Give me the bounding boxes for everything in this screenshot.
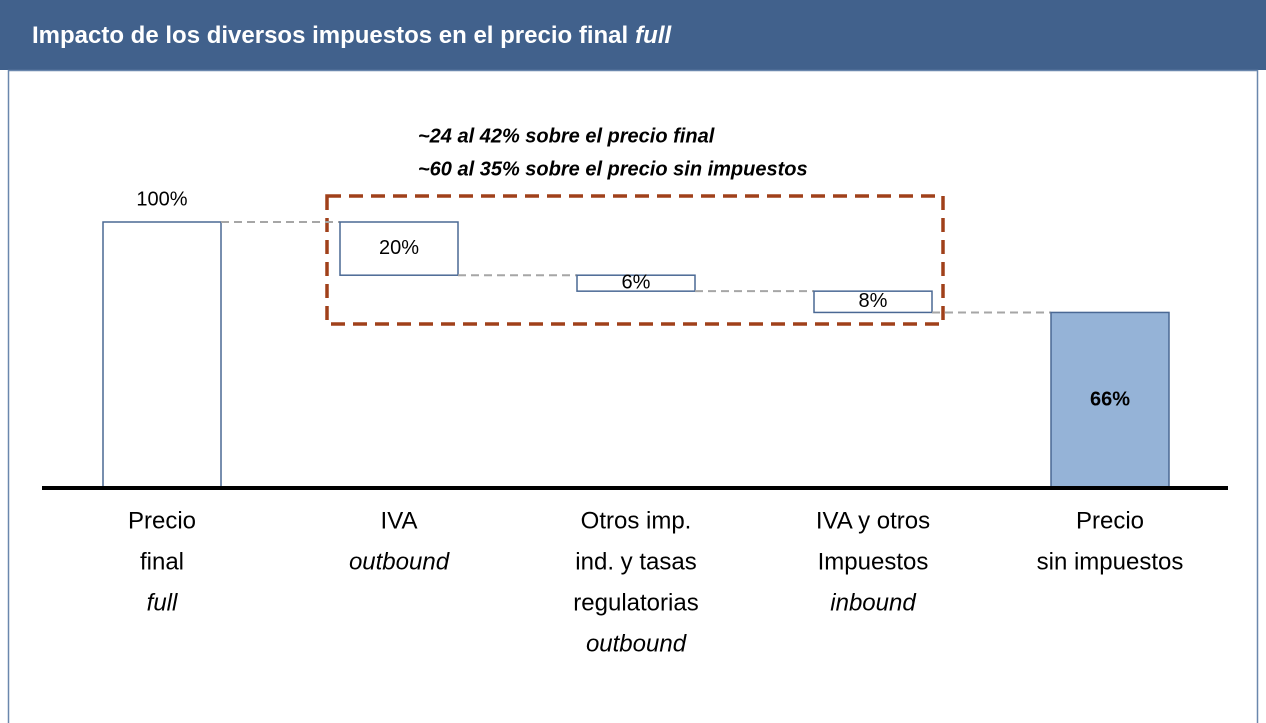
annotation: ~24 al 42% sobre el precio final [418,125,715,147]
x-tick-label: outbound [349,548,450,575]
value-label: 66% [1090,389,1130,411]
bar [339,221,459,276]
title-part: Impacto de los diversos impuestos en el … [32,22,628,49]
value-label: 20% [379,237,419,259]
x-tick-label: final [140,548,184,575]
x-tick-label: IVA y otros [816,507,930,534]
x-tick-label: outbound [586,630,687,657]
highlight-box [325,194,945,326]
x-tick-label: regulatorias [573,589,698,616]
title-part: full [635,22,672,49]
x-tick-label: Precio [1076,507,1144,534]
value-label: 6% [622,271,651,293]
x-tick-label: Precio [128,507,196,534]
chart-title: Impacto de los diversos impuestos en el … [32,22,672,49]
x-tick-label: inbound [830,589,916,616]
value-label: 100% [136,188,187,210]
bar [102,221,222,489]
x-tick-label: Otros imp. [581,507,692,534]
header-bar [0,0,1266,70]
x-tick-label: full [147,589,178,616]
x-tick-label: sin impuestos [1037,548,1184,575]
annotation: ~60 al 35% sobre el precio sin impuestos [418,158,808,180]
bar [813,290,933,314]
value-label: 8% [859,290,888,312]
x-tick-label: IVA [381,507,418,534]
x-tick-label: Impuestos [818,548,929,575]
x-tick-label: ind. y tasas [575,548,696,575]
bar [576,274,696,292]
